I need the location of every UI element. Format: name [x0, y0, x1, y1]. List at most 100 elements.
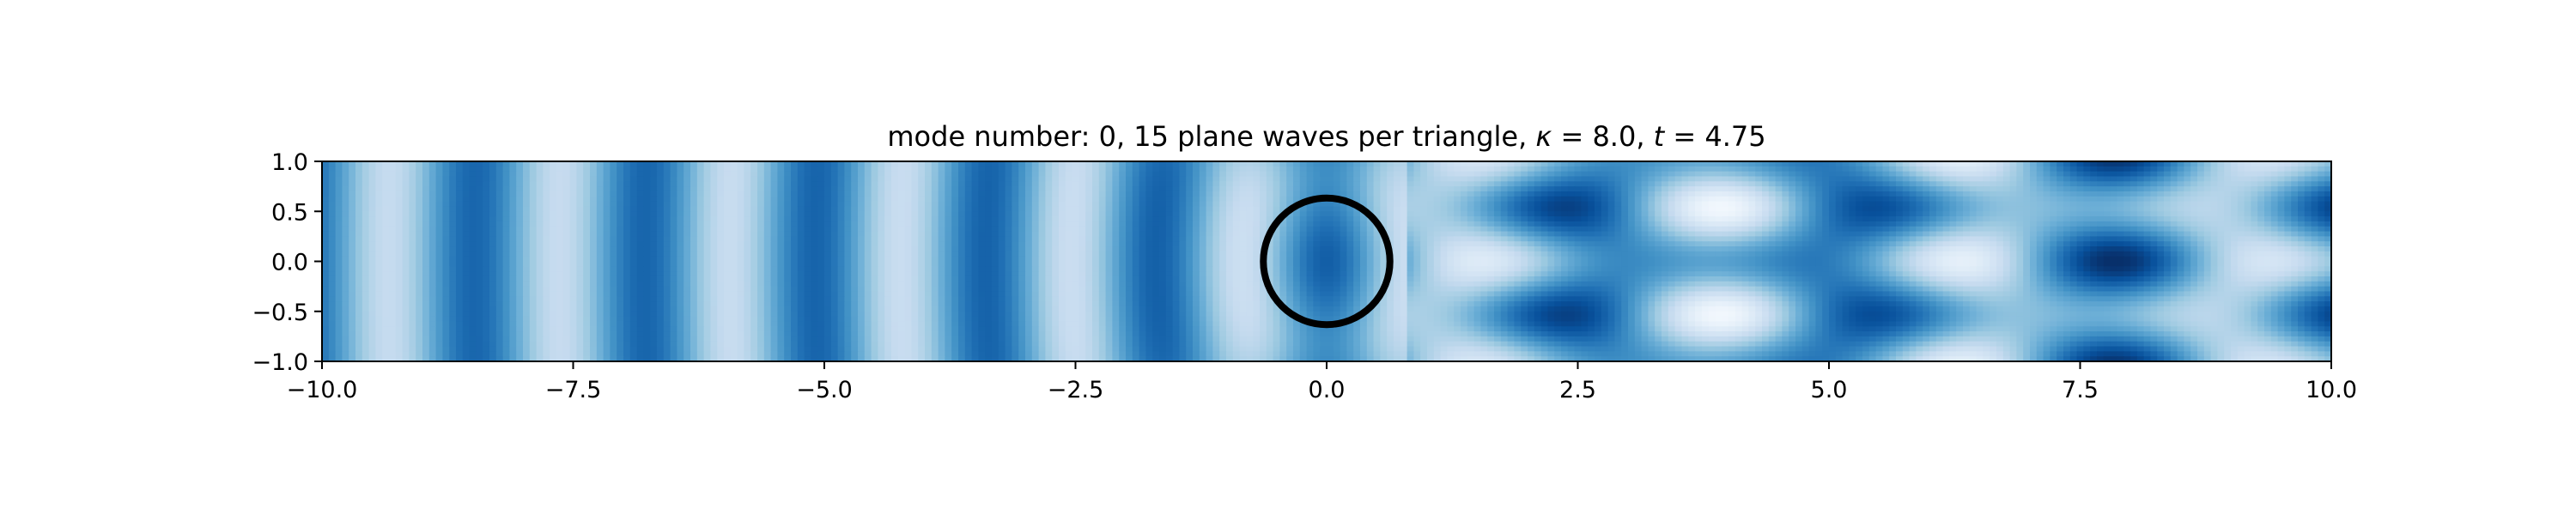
heatmap-cell	[897, 236, 906, 242]
heatmap-cell	[1862, 201, 1870, 208]
heatmap-cell	[2244, 216, 2251, 222]
heatmap-cell	[1206, 236, 1213, 242]
heatmap-cell	[978, 161, 986, 167]
heatmap-cell	[629, 171, 638, 178]
heatmap-cell	[2304, 216, 2312, 222]
heatmap-cell	[1829, 216, 1837, 222]
heatmap-cell	[489, 186, 497, 192]
heatmap-cell	[1119, 201, 1127, 208]
heatmap-cell	[1373, 181, 1381, 187]
heatmap-cell	[416, 166, 423, 173]
heatmap-cell	[897, 226, 906, 233]
heatmap-cell	[1487, 216, 1495, 222]
heatmap-cell	[657, 241, 665, 247]
heatmap-cell	[2237, 201, 2245, 208]
heatmap-cell	[1098, 191, 1107, 197]
heatmap-cell	[770, 196, 778, 203]
heatmap-cell	[1199, 236, 1207, 242]
heatmap-cell	[1333, 211, 1341, 217]
heatmap-cell	[897, 241, 906, 247]
heatmap-cell	[1789, 231, 1796, 237]
heatmap-cell	[784, 181, 792, 187]
heatmap-cell	[1005, 186, 1012, 192]
heatmap-cell	[483, 191, 490, 197]
heatmap-cell	[1320, 226, 1327, 233]
heatmap-cell	[1473, 161, 1481, 167]
heatmap-cell	[2023, 166, 2031, 173]
heatmap-cell	[1554, 171, 1562, 178]
heatmap-cell	[1025, 241, 1033, 247]
heatmap-cell	[750, 206, 758, 212]
heatmap-cell	[904, 211, 912, 217]
heatmap-cell	[1279, 231, 1287, 237]
heatmap-cell	[1882, 236, 1890, 242]
heatmap-cell	[1025, 186, 1033, 192]
heatmap-cell	[703, 236, 711, 242]
heatmap-cell	[2264, 201, 2272, 208]
heatmap-cell	[382, 166, 390, 173]
heatmap-cell	[489, 181, 497, 187]
heatmap-cell	[1935, 161, 1944, 167]
heatmap-cell	[1728, 166, 1736, 173]
heatmap-cell	[1655, 196, 1662, 203]
heatmap-cell	[858, 221, 866, 227]
heatmap-cell	[1801, 161, 1810, 167]
heatmap-cell	[1219, 166, 1227, 173]
heatmap-cell	[1634, 186, 1643, 192]
heatmap-cell	[596, 186, 605, 192]
heatmap-cell	[543, 226, 550, 233]
heatmap-cell	[583, 166, 591, 173]
heatmap-cell	[2231, 231, 2239, 237]
heatmap-cell	[368, 211, 376, 217]
heatmap-cell	[1467, 221, 1475, 227]
heatmap-cell	[1963, 226, 1971, 233]
heatmap-cell	[2270, 161, 2279, 167]
heatmap-cell	[1815, 191, 1823, 197]
heatmap-cell	[851, 231, 859, 237]
heatmap-cell	[1889, 226, 1897, 233]
heatmap-cell	[2083, 211, 2091, 217]
heatmap-cell	[596, 236, 605, 242]
heatmap-cell	[1112, 221, 1120, 227]
heatmap-cell	[897, 196, 906, 203]
heatmap-cell	[416, 216, 423, 222]
heatmap-cell	[964, 236, 973, 242]
heatmap-cell	[1340, 206, 1347, 212]
heatmap-cell	[2224, 236, 2232, 242]
heatmap-cell	[1909, 166, 1917, 173]
heatmap-cell	[696, 181, 705, 187]
heatmap-cell	[590, 241, 598, 247]
heatmap-cell	[871, 221, 878, 227]
heatmap-cell	[938, 176, 945, 182]
heatmap-cell	[1842, 216, 1850, 222]
heatmap-cell	[509, 221, 517, 227]
heatmap-cell	[2257, 181, 2265, 187]
heatmap-cell	[2103, 171, 2111, 178]
heatmap-cell	[817, 171, 825, 178]
heatmap-cell	[683, 191, 691, 197]
heatmap-cell	[1273, 196, 1280, 203]
heatmap-cell	[1574, 166, 1582, 173]
heatmap-cell	[804, 201, 811, 208]
heatmap-cell	[489, 166, 497, 173]
heatmap-cell	[1273, 236, 1280, 242]
heatmap-cell	[2023, 181, 2031, 187]
heatmap-cell	[1219, 201, 1227, 208]
heatmap-cell	[1688, 231, 1696, 237]
heatmap-cell	[1353, 241, 1361, 247]
heatmap-cell	[1500, 161, 1509, 167]
heatmap-cell	[2291, 226, 2299, 233]
heatmap-cell	[1018, 236, 1026, 242]
heatmap-cell	[964, 161, 973, 167]
heatmap-cell	[2002, 191, 2011, 197]
heatmap-cell	[871, 226, 878, 233]
heatmap-cell	[1983, 176, 1990, 182]
heatmap-cell	[2237, 161, 2245, 167]
heatmap-cell	[2203, 221, 2212, 227]
heatmap-cell	[2244, 221, 2251, 227]
heatmap-cell	[1835, 176, 1844, 182]
heatmap-cell	[958, 166, 966, 173]
heatmap-cell	[2157, 221, 2165, 227]
heatmap-cell	[1112, 231, 1120, 237]
heatmap-cell	[1755, 206, 1763, 212]
